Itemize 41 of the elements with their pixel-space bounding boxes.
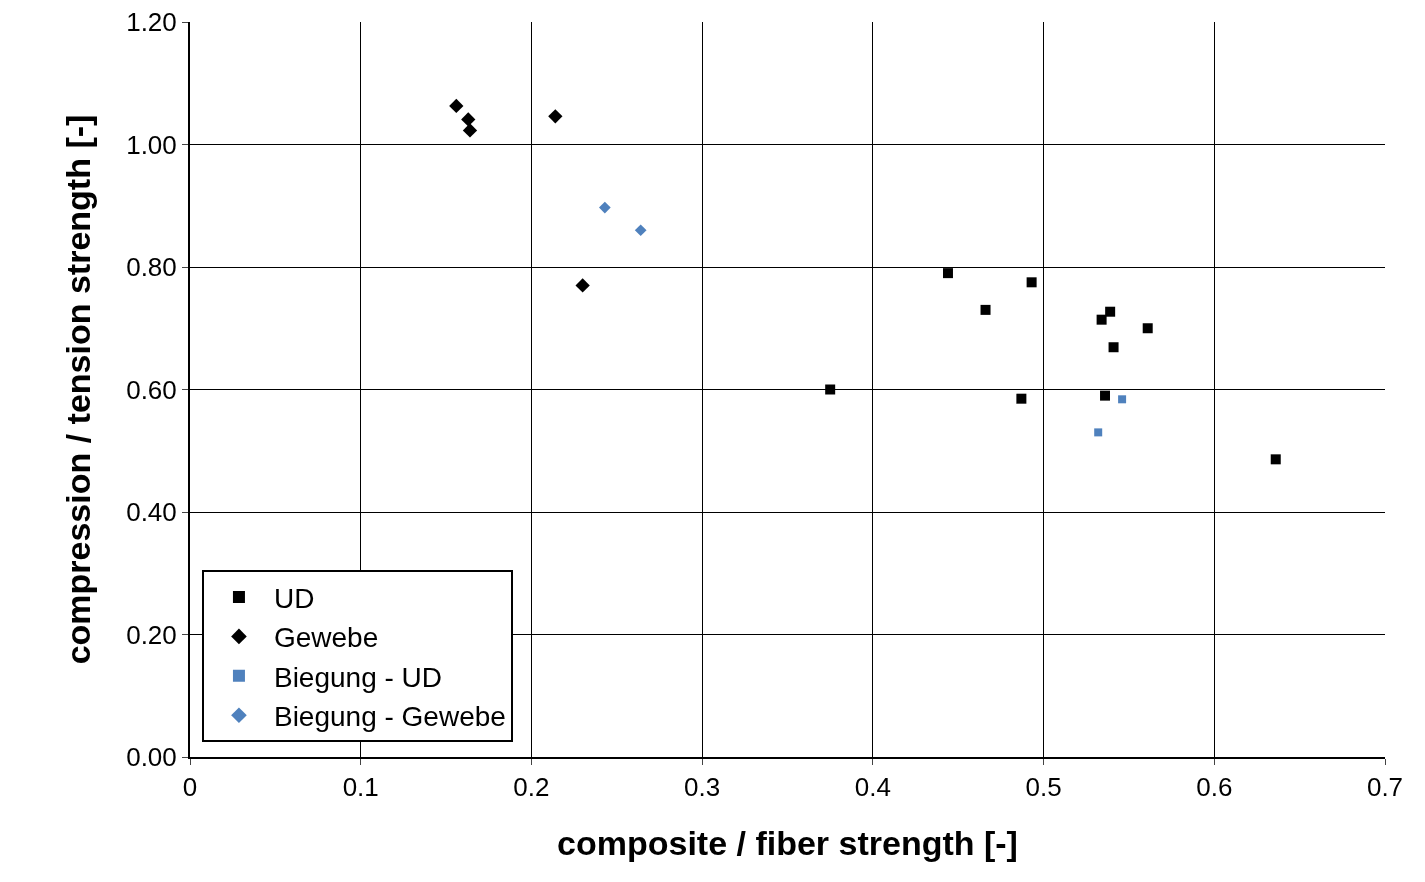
legend-label: Biegung - UD <box>273 661 443 693</box>
point <box>1270 454 1281 465</box>
point <box>634 224 647 237</box>
point <box>1094 428 1103 437</box>
point <box>1105 306 1116 317</box>
legend-label: Biegung - Gewebe <box>273 701 506 733</box>
x-tick-label: 0.4 <box>854 772 891 803</box>
point <box>1100 390 1111 401</box>
point <box>462 123 478 138</box>
y-tick-label: 0.20 <box>126 619 177 650</box>
point <box>575 278 590 293</box>
x-tick-label: 0.2 <box>513 772 550 803</box>
point <box>548 109 563 124</box>
point <box>1016 393 1027 404</box>
point <box>598 201 611 214</box>
x-axis-title: composite / fiber strength [-] <box>557 824 1018 862</box>
y-tick-label: 0.80 <box>126 252 177 283</box>
x-tick-label: 0.1 <box>342 772 379 803</box>
x-tick-label: 0.6 <box>1196 772 1233 803</box>
point <box>1142 323 1153 334</box>
y-tick-label: 1.00 <box>126 129 177 160</box>
point <box>1118 395 1127 404</box>
y-axis-title: compression / tension strength [-] <box>59 114 98 665</box>
y-tick-label: 0.60 <box>126 374 177 405</box>
point <box>1108 342 1119 353</box>
x-tick-label: 0 <box>182 772 198 803</box>
point <box>942 268 953 279</box>
point <box>449 98 464 114</box>
y-tick-label: 0.40 <box>126 497 177 528</box>
point <box>980 304 991 315</box>
y-tick-label: 1.20 <box>126 7 177 38</box>
legend-label: Gewebe <box>273 622 379 654</box>
y-tick-label: 0.00 <box>126 742 177 773</box>
point <box>1096 314 1107 325</box>
x-tick-label: 0.5 <box>1025 772 1062 803</box>
point <box>1026 277 1037 288</box>
legend-label: UD <box>273 582 315 614</box>
point <box>461 112 476 127</box>
point <box>825 384 836 395</box>
x-tick-label: 0.3 <box>684 772 721 803</box>
x-tick-label: 0.7 <box>1366 772 1404 803</box>
